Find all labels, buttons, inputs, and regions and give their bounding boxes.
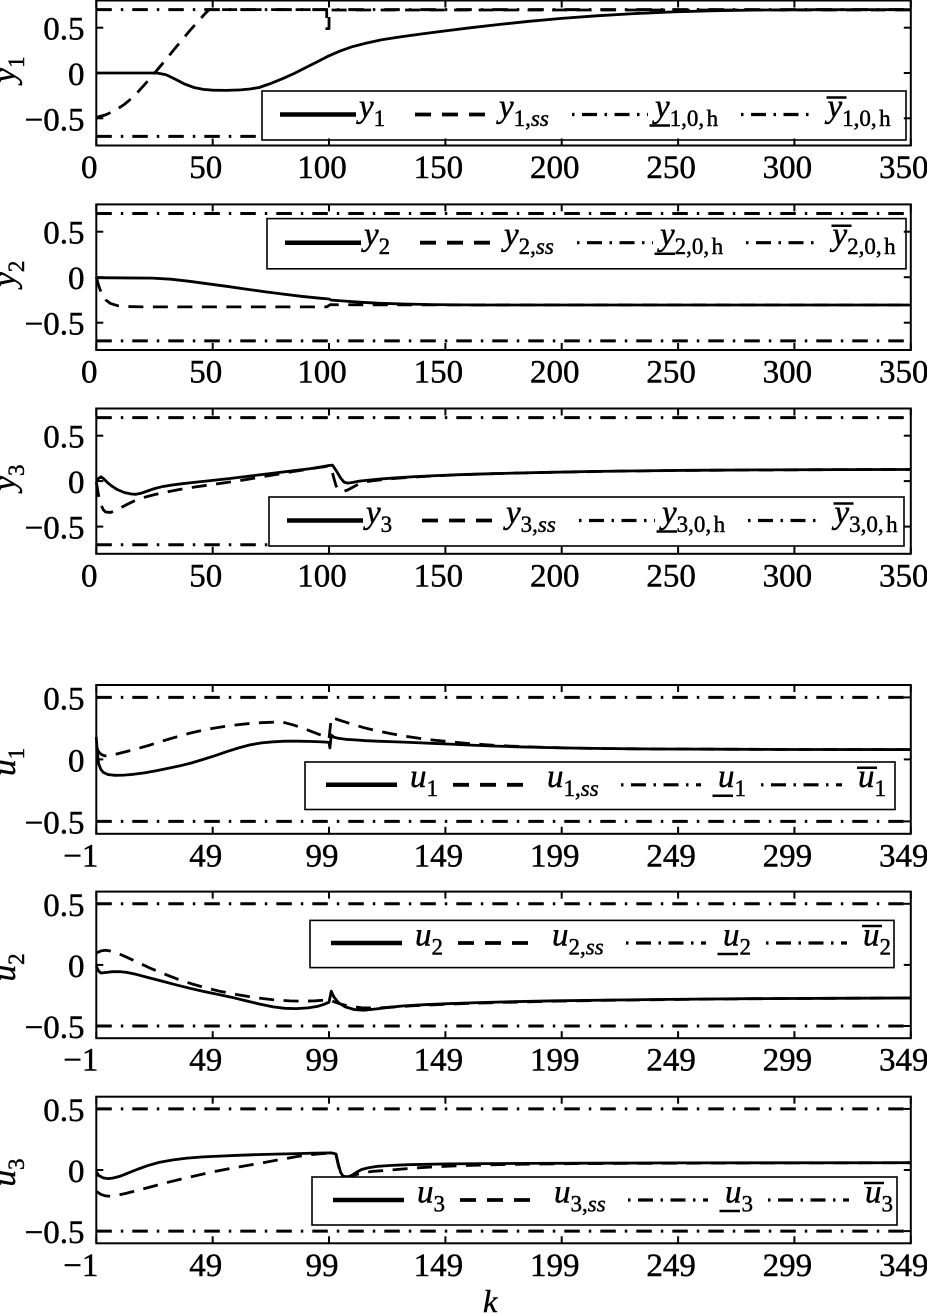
svg-text:49: 49	[189, 838, 222, 874]
svg-text:0: 0	[81, 355, 98, 391]
svg-text:349: 349	[879, 1043, 927, 1079]
svg-text:200: 200	[530, 150, 580, 186]
svg-text:350: 350	[879, 355, 927, 391]
svg-text:k: k	[483, 1283, 498, 1314]
svg-text:0: 0	[81, 150, 98, 186]
svg-text:0: 0	[68, 743, 85, 779]
svg-text:−0.5: −0.5	[25, 102, 85, 138]
svg-text:0.5: 0.5	[43, 681, 84, 717]
svg-text:−1: −1	[63, 1248, 98, 1284]
svg-text:150: 150	[414, 558, 464, 594]
svg-text:250: 250	[646, 355, 696, 391]
svg-text:250: 250	[646, 150, 696, 186]
svg-text:0.5: 0.5	[43, 216, 84, 252]
svg-text:y1,ss: y1,ss	[496, 89, 549, 131]
svg-text:y3,0,h: y3,0, h	[832, 495, 899, 537]
svg-text:−0.5: −0.5	[25, 1010, 85, 1046]
svg-text:249: 249	[646, 1248, 696, 1284]
svg-text:349: 349	[879, 1248, 927, 1284]
svg-text:99: 99	[306, 1043, 339, 1079]
svg-text:99: 99	[306, 1248, 339, 1284]
svg-text:0.5: 0.5	[43, 12, 84, 48]
svg-text:y1: y1	[0, 56, 29, 85]
svg-text:350: 350	[879, 558, 927, 594]
svg-text:−0.5: −0.5	[25, 805, 85, 841]
svg-text:250: 250	[646, 558, 696, 594]
svg-text:0.5: 0.5	[43, 1093, 84, 1129]
svg-text:0: 0	[68, 949, 85, 985]
svg-text:y3: y3	[0, 465, 29, 494]
svg-text:199: 199	[530, 838, 580, 874]
svg-text:49: 49	[189, 1043, 222, 1079]
svg-text:u1: u1	[0, 748, 29, 776]
svg-text:−0.5: −0.5	[25, 511, 85, 547]
svg-text:150: 150	[414, 355, 464, 391]
svg-text:0: 0	[68, 261, 85, 297]
svg-text:u3: u3	[0, 1159, 29, 1187]
svg-text:0: 0	[81, 558, 98, 594]
svg-text:u2: u2	[723, 918, 751, 960]
svg-text:149: 149	[414, 1248, 464, 1284]
svg-text:100: 100	[297, 355, 347, 391]
svg-text:299: 299	[763, 1248, 813, 1284]
svg-text:349: 349	[879, 838, 927, 874]
svg-text:−0.5: −0.5	[25, 307, 85, 343]
svg-text:300: 300	[763, 150, 813, 186]
svg-text:0: 0	[68, 465, 85, 501]
svg-text:100: 100	[297, 558, 347, 594]
svg-text:u1: u1	[410, 759, 438, 801]
svg-text:0.5: 0.5	[43, 420, 84, 456]
svg-text:50: 50	[189, 150, 222, 186]
svg-text:0.5: 0.5	[43, 888, 84, 924]
svg-text:50: 50	[189, 355, 222, 391]
svg-text:249: 249	[646, 838, 696, 874]
svg-text:100: 100	[297, 150, 347, 186]
svg-text:149: 149	[414, 1043, 464, 1079]
svg-text:0: 0	[68, 1154, 85, 1190]
svg-text:200: 200	[530, 355, 580, 391]
svg-text:150: 150	[414, 150, 464, 186]
svg-text:y2: y2	[0, 261, 29, 290]
svg-text:300: 300	[763, 355, 813, 391]
svg-text:299: 299	[763, 1043, 813, 1079]
svg-text:99: 99	[306, 838, 339, 874]
svg-text:y2: y2	[361, 217, 390, 259]
svg-text:49: 49	[189, 1248, 222, 1284]
svg-text:199: 199	[530, 1043, 580, 1079]
svg-text:350: 350	[879, 150, 927, 186]
svg-text:200: 200	[530, 558, 580, 594]
svg-text:249: 249	[646, 1043, 696, 1079]
svg-text:−1: −1	[63, 838, 98, 874]
svg-text:50: 50	[189, 558, 222, 594]
svg-text:149: 149	[414, 838, 464, 874]
svg-text:0: 0	[68, 57, 85, 93]
svg-text:−0.5: −0.5	[25, 1215, 85, 1251]
svg-text:300: 300	[763, 558, 813, 594]
svg-text:199: 199	[530, 1248, 580, 1284]
svg-text:−1: −1	[63, 1043, 98, 1079]
svg-text:u1: u1	[858, 759, 886, 801]
svg-text:u1: u1	[718, 759, 746, 801]
svg-text:299: 299	[763, 838, 813, 874]
svg-text:u2: u2	[0, 953, 29, 981]
